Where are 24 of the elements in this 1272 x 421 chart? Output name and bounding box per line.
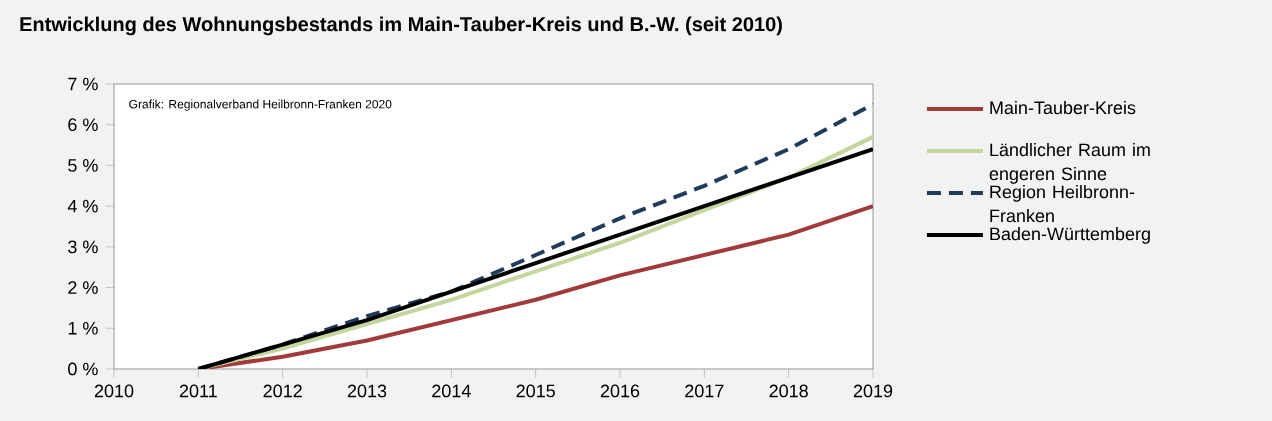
legend-label: Ländlicher Raum im engeren Sinne [989, 142, 1150, 184]
y-tick-label: 2 % [68, 281, 98, 294]
y-tick-label: 6 % [68, 118, 98, 132]
legend-label: Main-Tauber-Kreis [990, 100, 1136, 115]
chart-title: Entwicklung des Wohnungsbestands im Main-Tauber-Kreis und B.-W. (seit 2010) [20, 16, 782, 36]
y-tick-label: 3 % [68, 240, 98, 254]
x-tick-label: 2012 [263, 384, 302, 398]
x-tick-label: 2017 [685, 384, 724, 398]
x-tick-label: 2013 [347, 384, 387, 398]
annotation: Grafik: Regionalverband Heilbronn-Franken 2020 [129, 99, 392, 111]
x-tick-label: 2016 [600, 384, 640, 398]
y-tick-label: 4 % [67, 199, 98, 213]
x-tick-label: 2014 [432, 384, 471, 398]
y-tick-label: 7 % [68, 77, 98, 91]
legend-label: Baden-Württemberg [990, 227, 1150, 244]
x-tick-label: 2019 [853, 384, 893, 398]
y-tick-label: 5 % [68, 159, 98, 172]
x-tick-label: 2018 [769, 384, 808, 398]
x-tick-label: 2011 [179, 384, 217, 398]
x-tick-label: 2010 [94, 384, 134, 398]
legend-label: Region Heilbronn-Franken [990, 185, 1135, 223]
x-tick-label: 2015 [516, 384, 555, 398]
y-tick-label: 0 % [68, 362, 98, 376]
y-tick-label: 1 % [68, 321, 98, 335]
